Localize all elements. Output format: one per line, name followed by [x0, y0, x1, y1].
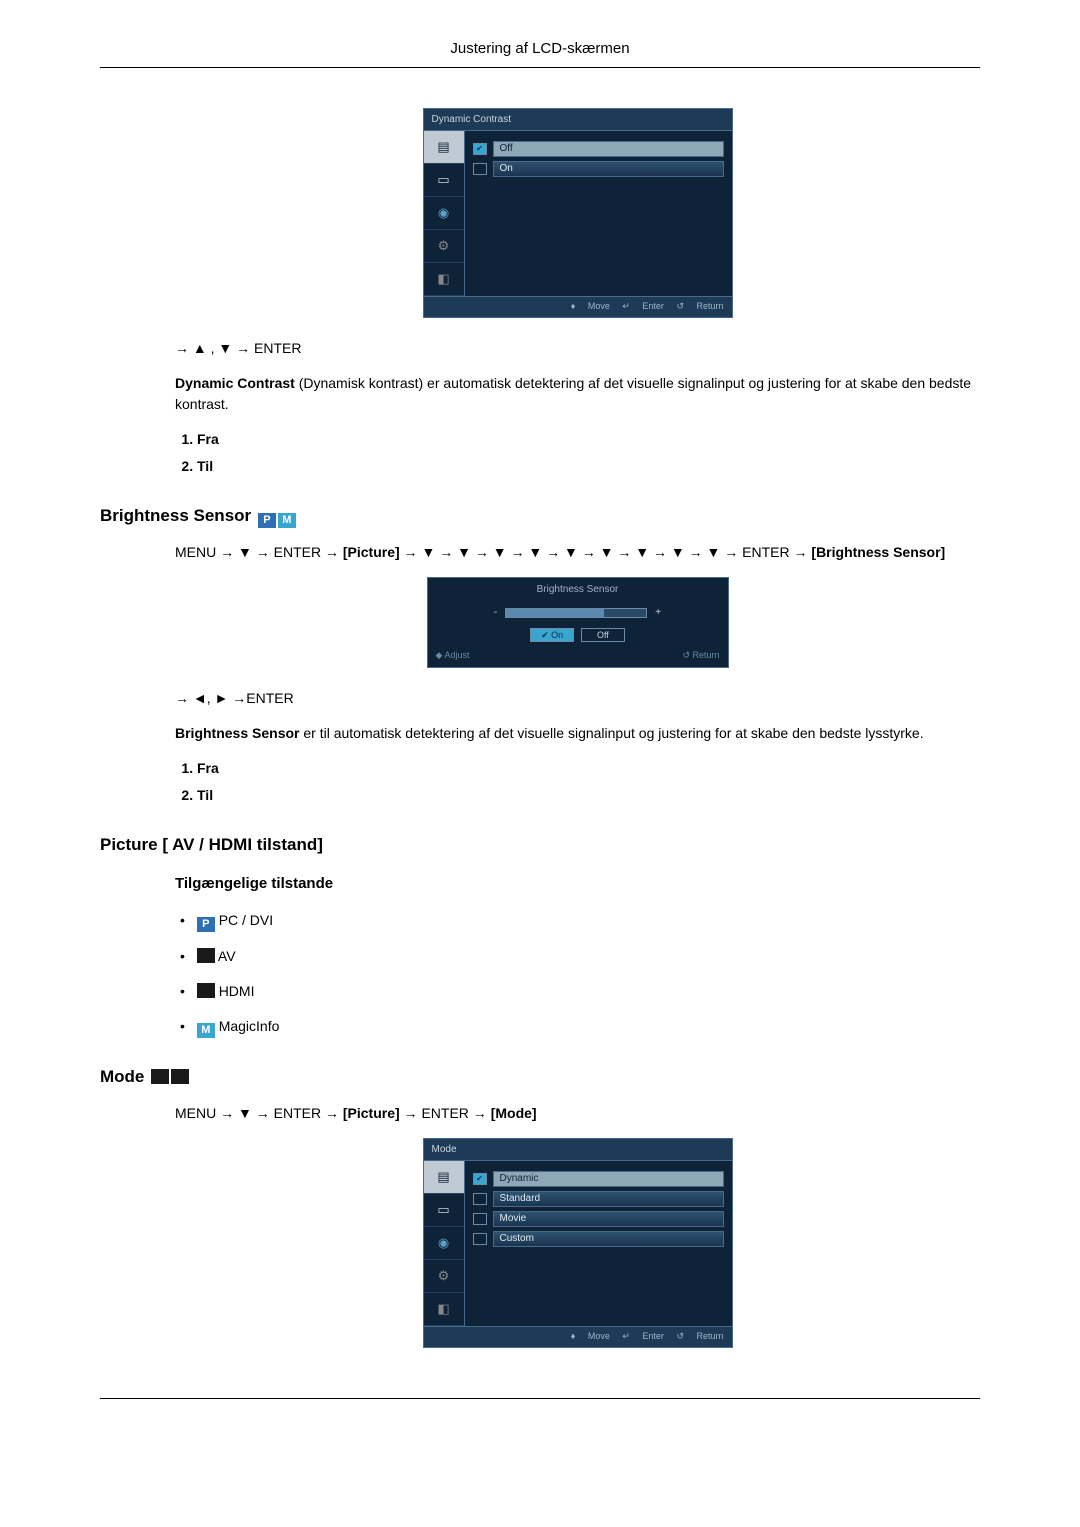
off-button[interactable]: Off [581, 628, 625, 642]
osd-dynamic-contrast: Dynamic Contrast ▤ ▭ ◉ ⚙ ◧ ✔ Off [423, 108, 733, 318]
nav-sequence-4: MENU → ▼ → ENTER → [Picture] → ENTER → [… [175, 1103, 980, 1124]
osd-brightness-sensor: Brightness Sensor - + ✔ On Off ◆ Adjust … [427, 577, 729, 668]
nav-sequence-2: MENU → ▼ → ENTER → [Picture] → ▼ → ▼ → ▼… [175, 542, 980, 563]
check-icon [473, 163, 487, 175]
hdmi-badge-icon [197, 983, 215, 998]
on-button[interactable]: ✔ On [530, 628, 574, 642]
list-item: Fra [197, 758, 980, 779]
osd-option-custom[interactable]: Custom [473, 1231, 724, 1247]
heading-text: Mode [100, 1067, 149, 1086]
return-hint: ↺ Return [676, 301, 723, 311]
mode-label: MagicInfo [219, 1018, 280, 1034]
plus-label: + [655, 605, 661, 620]
move-hint: ♦ Move [571, 1331, 610, 1341]
nav-sequence-3: → ◄, ► →ENTER [175, 688, 980, 709]
list-item: Fra [197, 429, 980, 450]
modes-list: P PC / DVI AV HDMI M MagicInfo [175, 910, 980, 1038]
dynamic-contrast-desc: Dynamic Contrast (Dynamisk kontrast) er … [175, 373, 980, 415]
brightness-sensor-heading: Brightness Sensor PM [100, 503, 980, 529]
osd-slider-title: Brightness Sensor [428, 578, 728, 601]
mode-label: AV [218, 948, 236, 964]
screen-tab-icon[interactable]: ▭ [424, 1194, 464, 1227]
osd-option-dynamic[interactable]: ✔ Dynamic [473, 1171, 724, 1187]
desc-text: (Dynamisk kontrast) er automatisk detekt… [175, 375, 971, 412]
sound-tab-icon[interactable]: ◉ [424, 197, 464, 230]
footer-divider [100, 1398, 980, 1399]
check-icon [473, 1213, 487, 1225]
multi-tab-icon[interactable]: ◧ [424, 263, 464, 296]
slider-row: - + [428, 601, 728, 624]
multi-tab-icon[interactable]: ◧ [424, 1293, 464, 1326]
check-icon: ✔ [473, 143, 487, 155]
content-area: Dynamic Contrast ▤ ▭ ◉ ⚙ ◧ ✔ Off [100, 108, 980, 1348]
brightness-sensor-desc: Brightness Sensor er til automatisk dete… [175, 723, 980, 744]
mode-heading: Mode [100, 1064, 980, 1090]
slider-track[interactable] [505, 608, 647, 618]
heading-text: Brightness Sensor [100, 506, 256, 525]
osd-option-label: Dynamic [493, 1171, 724, 1187]
adjust-hint: ◆ Adjust [436, 649, 470, 663]
options-list-2: Fra Til [175, 758, 980, 806]
check-icon [473, 1233, 487, 1245]
picture-av-hdmi-heading: Picture [ AV / HDMI tilstand] [100, 832, 980, 858]
setup-tab-icon[interactable]: ⚙ [424, 230, 464, 263]
osd-footer: ♦ Move ↵ Enter ↺ Return [424, 296, 732, 317]
list-item: Til [197, 785, 980, 806]
term: Dynamic Contrast [175, 375, 295, 391]
list-item: Til [197, 456, 980, 477]
term: Brightness Sensor [175, 725, 303, 741]
av-badge-icon [197, 948, 215, 963]
osd-title: Mode [424, 1139, 732, 1161]
av-badge-icon [151, 1069, 169, 1084]
enter-hint: ↵ Enter [622, 1331, 664, 1341]
osd-option-movie[interactable]: Movie [473, 1211, 724, 1227]
osd-footer: ♦ Move ↵ Enter ↺ Return [424, 1326, 732, 1347]
osd-option-label: Off [493, 141, 724, 157]
p-badge-icon: P [197, 917, 215, 932]
sound-tab-icon[interactable]: ◉ [424, 1227, 464, 1260]
mode-label: HDMI [219, 983, 255, 999]
m-badge-icon: M [197, 1023, 215, 1038]
setup-tab-icon[interactable]: ⚙ [424, 1260, 464, 1293]
available-modes-heading: Tilgængelige tilstande [175, 873, 980, 896]
osd-option-standard[interactable]: Standard [473, 1191, 724, 1207]
options-list-1: Fra Til [175, 429, 980, 477]
check-icon [473, 1193, 487, 1205]
mode-item-pc: P PC / DVI [180, 910, 980, 932]
mode-label: PC / DVI [219, 912, 273, 928]
osd-option-label: Movie [493, 1211, 724, 1227]
slider-fill [506, 609, 604, 617]
mode-item-hdmi: HDMI [180, 981, 980, 1002]
osd-options: ✔ Off On [465, 131, 732, 296]
move-hint: ♦ Move [571, 301, 610, 311]
minus-label: - [494, 605, 497, 620]
screen-tab-icon[interactable]: ▭ [424, 164, 464, 197]
picture-tab-icon[interactable]: ▤ [424, 131, 464, 164]
mode-item-av: AV [180, 946, 980, 967]
hdmi-badge-icon [171, 1069, 189, 1084]
desc-text: er til automatisk detektering af det vis… [303, 725, 923, 741]
osd-mode: Mode ▤ ▭ ◉ ⚙ ◧ ✔ Dynamic [423, 1138, 733, 1348]
page-header: Justering af LCD-skærmen [100, 40, 980, 68]
osd-option-on[interactable]: On [473, 161, 724, 177]
osd-option-label: Standard [493, 1191, 724, 1207]
osd-option-label: On [493, 161, 724, 177]
osd-title: Dynamic Contrast [424, 109, 732, 131]
osd-sidebar: ▤ ▭ ◉ ⚙ ◧ [424, 1161, 465, 1326]
return-hint: ↺ Return [676, 1331, 723, 1341]
osd-option-label: Custom [493, 1231, 724, 1247]
mode-item-magicinfo: M MagicInfo [180, 1016, 980, 1038]
osd-option-off[interactable]: ✔ Off [473, 141, 724, 157]
osd-sidebar: ▤ ▭ ◉ ⚙ ◧ [424, 131, 465, 296]
enter-hint: ↵ Enter [622, 301, 664, 311]
nav-sequence-1: → ▲ , ▼ → ENTER [175, 338, 980, 359]
return-hint: ↺ Return [682, 649, 719, 663]
picture-tab-icon[interactable]: ▤ [424, 1161, 464, 1194]
m-badge-icon: M [278, 513, 296, 528]
page: Justering af LCD-skærmen Dynamic Contras… [0, 0, 1080, 1459]
p-badge-icon: P [258, 513, 276, 528]
osd-options: ✔ Dynamic Standard Movie [465, 1161, 732, 1326]
check-icon: ✔ [473, 1173, 487, 1185]
